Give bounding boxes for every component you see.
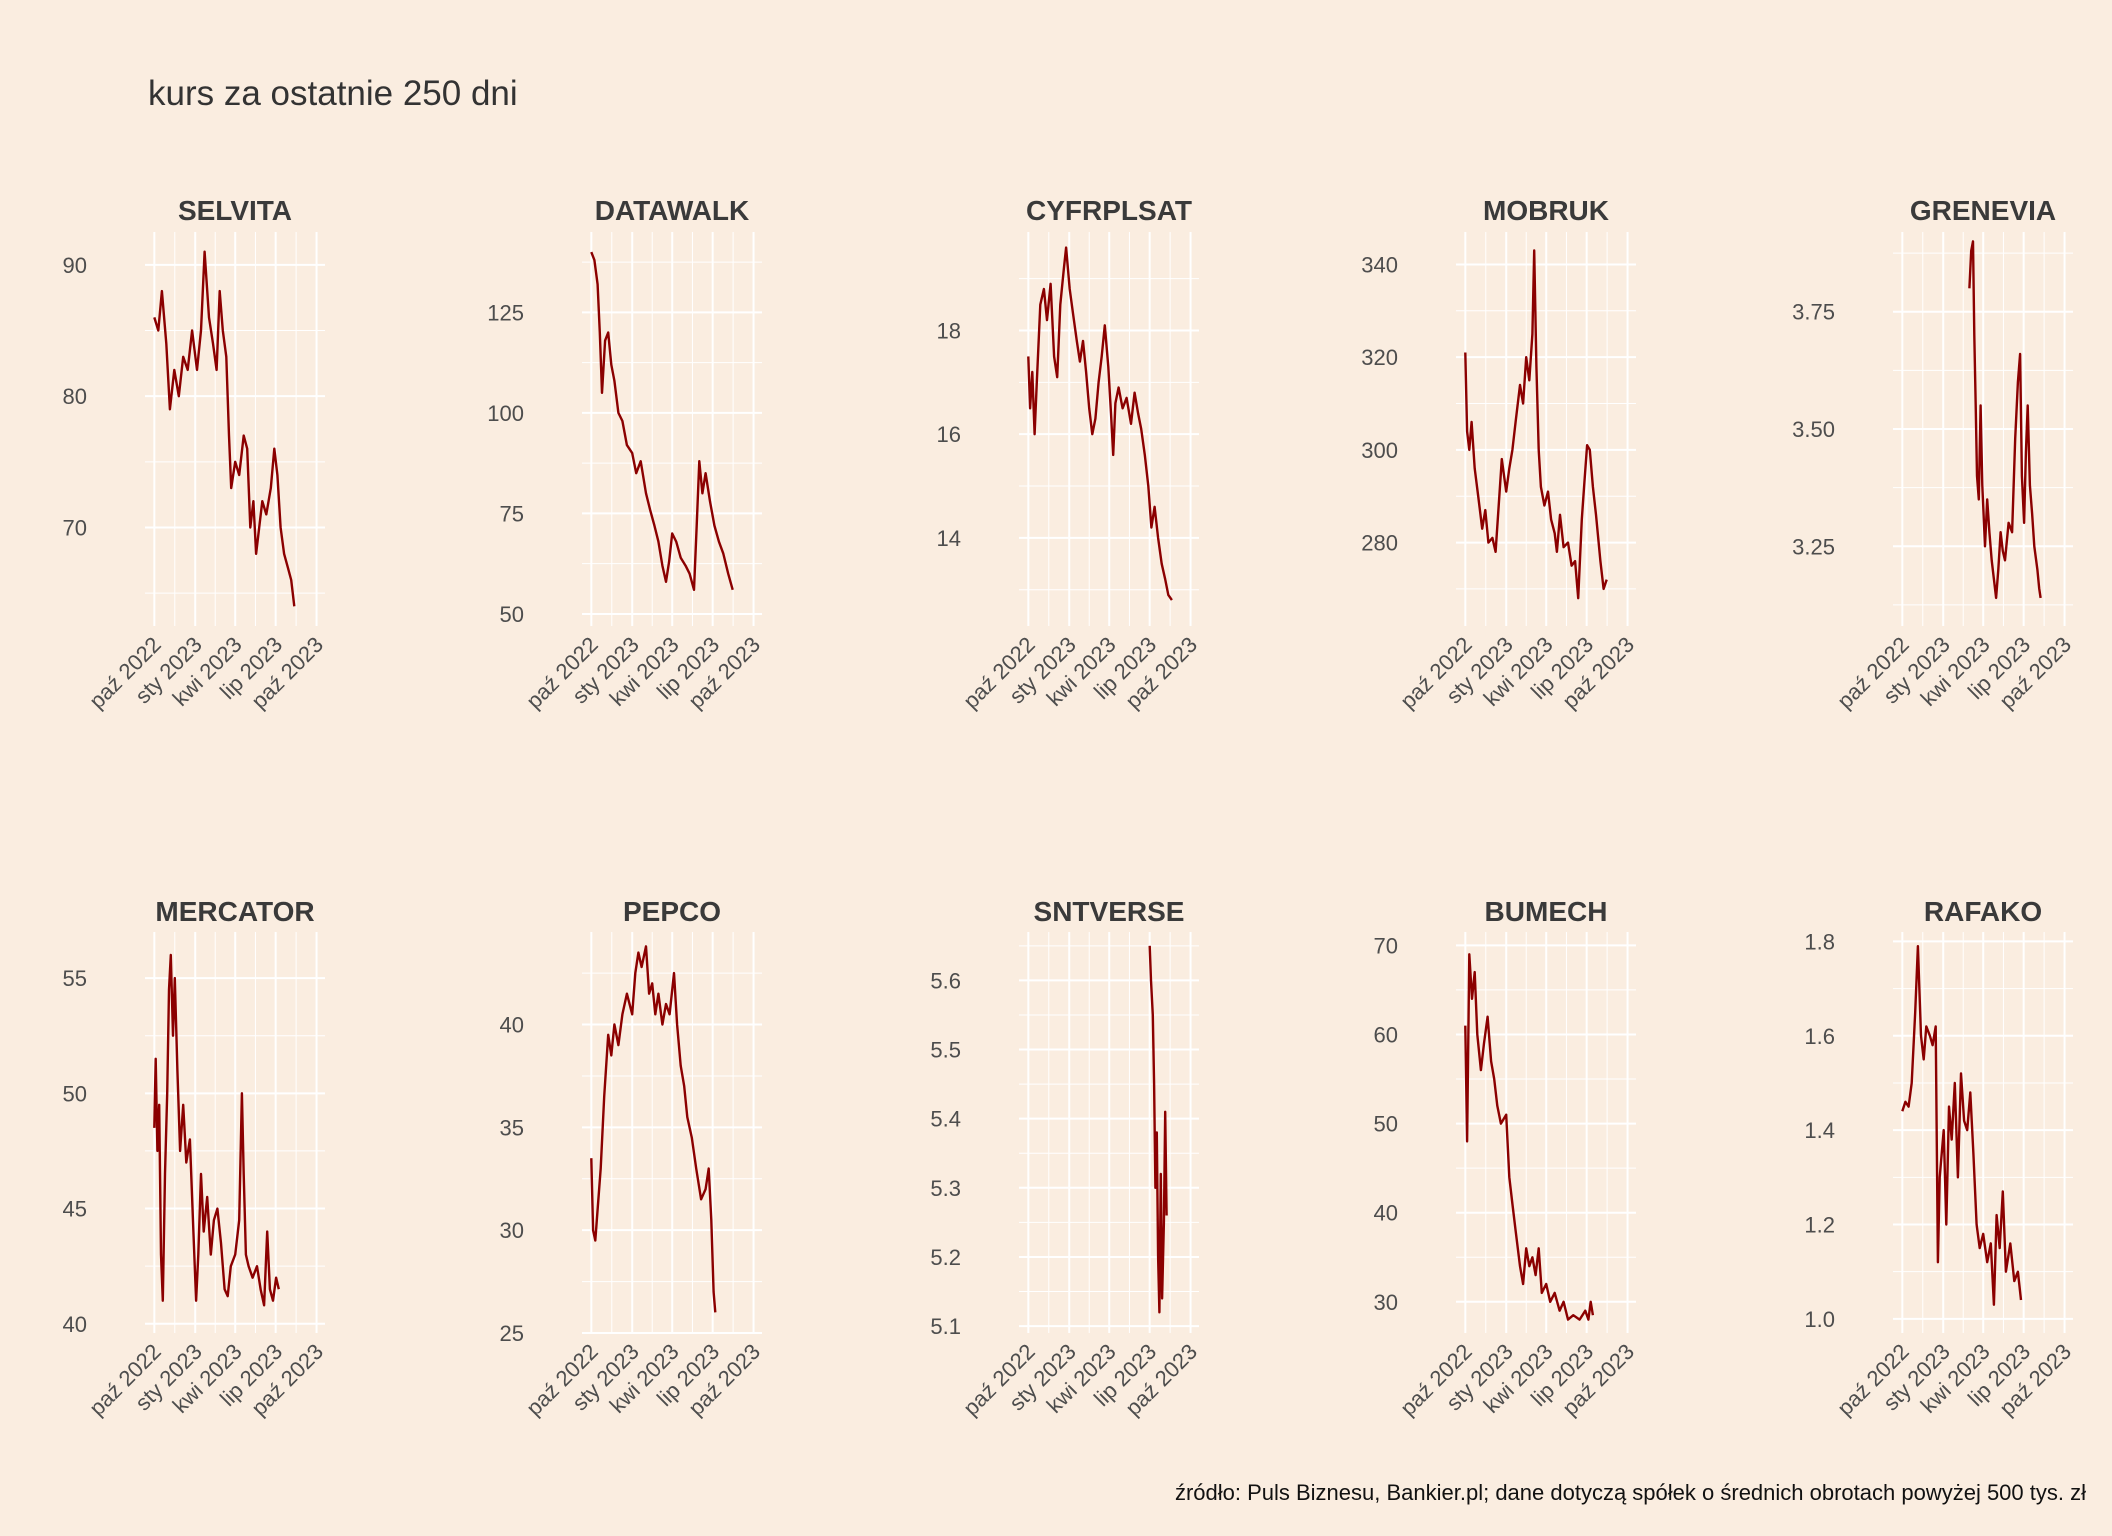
y-tick-label: 50 (500, 602, 524, 627)
y-tick-label: 5.1 (930, 1314, 961, 1339)
y-tick-label: 60 (1374, 1022, 1398, 1047)
price-line (1464, 953, 1595, 1321)
price-line (1901, 945, 2023, 1306)
panel-title: CYFRPLSAT (1026, 195, 1192, 226)
y-tick-label: 5.4 (930, 1107, 961, 1132)
panel-title: RAFAKO (1924, 896, 2042, 927)
y-tick-label: 25 (500, 1321, 524, 1346)
y-tick-label: 100 (487, 401, 524, 426)
y-tick-label: 320 (1361, 345, 1398, 370)
chart-title: kurs za ostatnie 250 dni (148, 74, 518, 113)
y-tick-label: 5.3 (930, 1176, 961, 1201)
y-tick-label: 40 (1374, 1201, 1398, 1226)
y-tick-label: 5.2 (930, 1245, 961, 1270)
y-tick-label: 50 (1374, 1112, 1398, 1137)
y-tick-label: 1.4 (1804, 1118, 1835, 1143)
y-tick-label: 3.50 (1792, 417, 1835, 442)
y-tick-label: 1.6 (1804, 1024, 1835, 1049)
y-tick-label: 55 (63, 966, 87, 991)
panel-title: MOBRUK (1483, 195, 1609, 226)
price-line (153, 250, 296, 607)
price-line (1968, 240, 2042, 600)
price-line (590, 945, 717, 1313)
panel-title: PEPCO (623, 896, 721, 927)
price-line (1464, 249, 1608, 600)
y-tick-label: 1.2 (1804, 1212, 1835, 1237)
y-tick-label: 125 (487, 300, 524, 325)
y-tick-label: 70 (1374, 933, 1398, 958)
y-tick-label: 1.8 (1804, 929, 1835, 954)
y-tick-label: 18 (937, 319, 961, 344)
y-tick-label: 70 (63, 516, 87, 541)
y-tick-label: 90 (63, 253, 87, 278)
panel-title: DATAWALK (595, 195, 750, 226)
y-tick-label: 30 (1374, 1290, 1398, 1315)
y-tick-label: 300 (1361, 438, 1398, 463)
y-tick-label: 340 (1361, 252, 1398, 277)
panel-title: SNTVERSE (1034, 896, 1185, 927)
y-tick-label: 280 (1361, 531, 1398, 556)
y-tick-label: 80 (63, 384, 87, 409)
price-line (1148, 945, 1168, 1314)
source-caption: źródło: Puls Biznesu, Bankier.pl; dane d… (1174, 1480, 2086, 1505)
y-tick-label: 3.25 (1792, 534, 1835, 559)
price-line (1027, 246, 1173, 601)
panel-title: SELVITA (178, 195, 292, 226)
y-tick-label: 16 (937, 422, 961, 447)
y-tick-label: 40 (63, 1312, 87, 1337)
y-tick-label: 40 (500, 1013, 524, 1038)
y-tick-label: 1.0 (1804, 1307, 1835, 1332)
y-tick-label: 50 (63, 1081, 87, 1106)
y-tick-label: 30 (500, 1218, 524, 1243)
y-tick-label: 5.5 (930, 1038, 961, 1063)
y-tick-label: 3.75 (1792, 300, 1835, 325)
panel-title: MERCATOR (155, 896, 314, 927)
panel-title: BUMECH (1485, 896, 1608, 927)
y-tick-label: 75 (500, 501, 524, 526)
price-line (590, 251, 734, 591)
y-tick-label: 45 (63, 1197, 87, 1222)
price-line (153, 953, 280, 1307)
y-tick-label: 35 (500, 1115, 524, 1140)
y-tick-label: 5.6 (930, 968, 961, 993)
y-tick-label: 14 (937, 526, 961, 551)
panel-title: GRENEVIA (1910, 195, 2056, 226)
